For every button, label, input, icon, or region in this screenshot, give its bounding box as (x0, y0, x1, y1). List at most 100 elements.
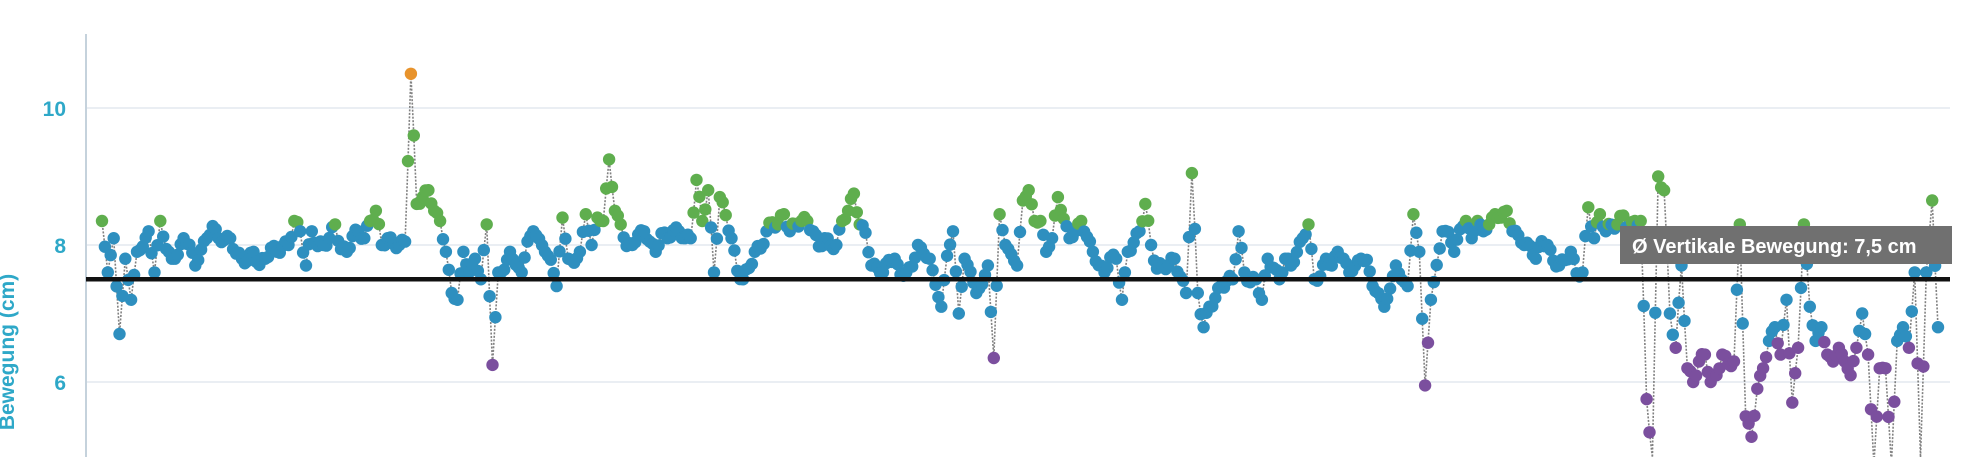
data-point (489, 311, 502, 324)
data-point (1567, 252, 1580, 266)
data-point (1920, 266, 1933, 279)
data-point (1751, 382, 1764, 395)
data-point (605, 180, 619, 194)
data-point (1229, 253, 1242, 266)
data-point (1888, 395, 1901, 408)
data-point (1678, 314, 1691, 328)
data-point (1407, 208, 1420, 221)
data-point (328, 218, 342, 231)
data-point (1789, 367, 1802, 380)
data-point (1786, 396, 1799, 409)
data-point (113, 327, 126, 341)
data-point (372, 217, 386, 231)
data-point (1663, 307, 1677, 320)
average-label: Ø Vertikale Bewegung: 7,5 cm (1632, 236, 1917, 258)
data-point (343, 241, 356, 255)
data-point (1847, 354, 1860, 368)
data-point (696, 214, 709, 228)
data-point (1544, 243, 1557, 256)
data-point (757, 237, 770, 251)
data-point (745, 257, 759, 271)
data-point (1139, 197, 1152, 211)
data-point (1870, 410, 1884, 423)
data-point (480, 218, 493, 231)
data-point (830, 238, 843, 252)
data-point (1450, 233, 1464, 246)
data-point (684, 232, 697, 245)
data-point (468, 252, 482, 265)
data-point (1649, 306, 1662, 319)
data-point (1424, 293, 1438, 306)
data-point (1637, 299, 1650, 313)
data-point (850, 206, 863, 219)
data-point (1803, 300, 1817, 313)
data-point (1672, 296, 1685, 309)
data-point (119, 252, 132, 265)
data-point (693, 190, 706, 203)
data-point (407, 129, 420, 142)
data-point (107, 232, 120, 245)
data-point (1179, 286, 1193, 300)
data-point (1188, 222, 1202, 236)
data-point (305, 225, 318, 238)
data-point (224, 232, 237, 245)
data-point (597, 214, 610, 228)
data-point (859, 226, 872, 239)
data-point (862, 246, 875, 259)
data-point (1010, 259, 1024, 272)
data-point (1669, 341, 1682, 354)
data-point (294, 225, 307, 238)
data-point (439, 245, 453, 258)
data-point (716, 196, 729, 209)
movement-series (95, 67, 1945, 457)
data-point (699, 203, 712, 216)
data-point (1421, 336, 1435, 349)
data-point (1045, 232, 1059, 245)
data-point (1118, 266, 1132, 279)
data-point (1302, 218, 1315, 231)
data-point (285, 230, 298, 244)
data-point (1086, 245, 1100, 258)
data-point (891, 258, 904, 271)
data-point (1442, 225, 1455, 239)
data-point (104, 248, 117, 262)
data-point (1529, 252, 1543, 265)
data-point (518, 251, 531, 264)
data-point (1698, 348, 1712, 361)
data-point (1191, 286, 1205, 300)
data-point (1759, 351, 1773, 364)
data-point (1745, 430, 1758, 443)
data-point (547, 266, 560, 280)
data-point (1299, 228, 1312, 241)
data-point (725, 232, 738, 245)
data-point (1582, 201, 1595, 214)
data-point (1861, 348, 1875, 361)
data-point (544, 253, 557, 266)
data-point (1879, 362, 1892, 375)
data-point (1736, 317, 1749, 330)
data-point (1360, 253, 1374, 266)
data-point (398, 235, 412, 248)
data-point (952, 307, 965, 320)
data-point (1587, 232, 1601, 245)
data-point (923, 252, 936, 265)
y-axis-ticks: 6 8 10 (43, 98, 67, 395)
data-point (1634, 214, 1647, 228)
data-point (1905, 305, 1919, 318)
data-point (728, 244, 741, 257)
data-point (1197, 321, 1210, 334)
data-point (1144, 238, 1158, 252)
data-point (1034, 214, 1047, 228)
data-point (556, 211, 569, 224)
data-point (171, 248, 184, 261)
data-point (687, 206, 700, 219)
data-point (247, 245, 260, 258)
data-point (1780, 293, 1793, 306)
data-point (157, 230, 170, 243)
data-point (1418, 379, 1432, 392)
data-point (1756, 362, 1770, 375)
data-point (602, 153, 616, 166)
data-point (1818, 335, 1831, 349)
data-point (987, 351, 1000, 365)
